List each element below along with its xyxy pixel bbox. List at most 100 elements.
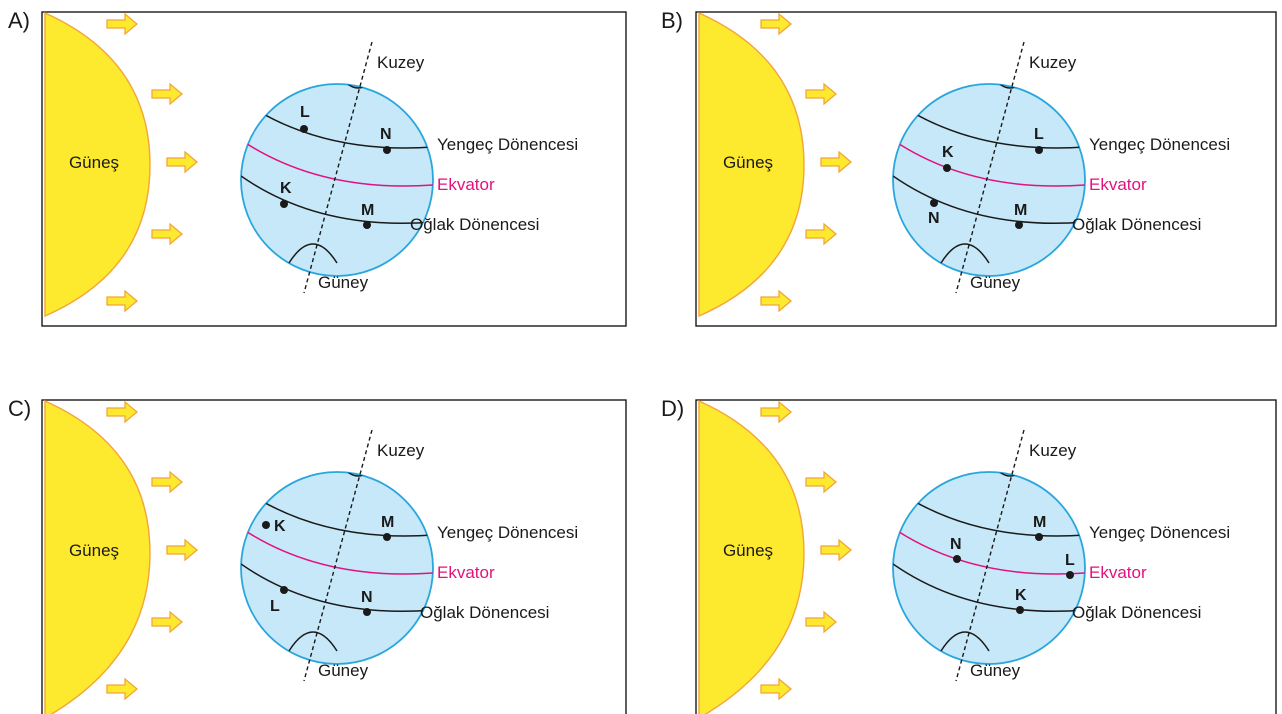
- sun-rays: [760, 12, 853, 313]
- arctic-circle: [986, 472, 1034, 477]
- svg-text:N: N: [380, 126, 392, 143]
- cancer-label: Yengeç Dönencesi: [1089, 135, 1230, 154]
- arctic-circle: [334, 84, 382, 89]
- point-l: L: [300, 104, 310, 133]
- earth-axis: [303, 429, 373, 682]
- svg-text:L: L: [270, 598, 280, 615]
- equator-label: Ekvator: [1089, 563, 1147, 582]
- panel-frame: [695, 11, 1277, 327]
- north-label: Kuzey: [377, 53, 425, 72]
- earth-axis: [955, 41, 1025, 294]
- sun-shape: [44, 399, 151, 714]
- north-label: Kuzey: [377, 441, 425, 460]
- option-label: A): [8, 8, 30, 33]
- option-panel-c: C) Güneş Kuzey Güney Yengeç Dönencesi Ek…: [0, 388, 640, 714]
- capricorn-label: Oğlak Dönencesi: [1072, 215, 1201, 234]
- capricorn-label: Oğlak Dönencesi: [420, 603, 549, 622]
- earth-axis: [955, 429, 1025, 682]
- point-m: M: [1014, 202, 1027, 229]
- sun-label: Güneş: [723, 153, 773, 172]
- arctic-circle: [986, 84, 1034, 89]
- tropic-of-capricorn: [241, 563, 433, 613]
- svg-text:K: K: [274, 518, 286, 535]
- point-k: K: [262, 518, 286, 535]
- sun-label: Güneş: [723, 541, 773, 560]
- equator: [893, 527, 1085, 575]
- tropic-of-capricorn: [241, 175, 433, 225]
- cancer-label: Yengeç Dönencesi: [437, 135, 578, 154]
- sun-shape: [44, 11, 151, 318]
- earth-sun-diagram: Güneş Kuzey Güney Yengeç Dönencesi Ekvat…: [695, 11, 1277, 327]
- point-k: K: [942, 144, 954, 172]
- option-label: B): [661, 8, 683, 33]
- south-label: Güney: [318, 273, 369, 292]
- equator: [241, 139, 433, 187]
- antarctic-circle: [940, 631, 990, 652]
- panel-frame: [41, 11, 627, 327]
- equator: [893, 139, 1085, 187]
- point-k: K: [280, 180, 292, 208]
- option-panel-a: A) Güneş Kuzey Güney Yengeç Dönencesi Ek…: [0, 0, 640, 330]
- earth-sun-diagram: Güneş Kuzey Güney Yengeç Dönencesi Ekvat…: [41, 399, 627, 714]
- equator: [241, 527, 433, 575]
- earth-sun-diagram: Güneş Kuzey Güney Yengeç Dönencesi Ekvat…: [41, 11, 627, 327]
- panel-frame: [41, 399, 627, 714]
- svg-text:K: K: [942, 144, 954, 161]
- equator-label: Ekvator: [437, 563, 495, 582]
- tropic-of-capricorn: [893, 175, 1085, 225]
- sun-rays: [106, 400, 199, 701]
- antarctic-circle: [940, 243, 990, 264]
- svg-text:N: N: [950, 536, 962, 553]
- svg-text:M: M: [1014, 202, 1027, 219]
- cancer-label: Yengeç Dönencesi: [1089, 523, 1230, 542]
- sun-label: Güneş: [69, 541, 119, 560]
- point-k: K: [1015, 587, 1027, 614]
- panel-frame: [695, 399, 1277, 714]
- point-m: M: [381, 514, 394, 541]
- svg-text:L: L: [300, 104, 310, 121]
- sun-shape: [698, 399, 805, 714]
- north-label: Kuzey: [1029, 441, 1077, 460]
- svg-text:N: N: [928, 210, 940, 227]
- option-panel-b: B) Güneş Kuzey Güney Yengeç Dönencesi Ek…: [652, 0, 1282, 330]
- point-n: N: [950, 536, 962, 563]
- point-m: M: [1033, 514, 1046, 541]
- point-l: L: [1065, 552, 1075, 579]
- svg-text:K: K: [280, 180, 292, 197]
- option-label: C): [8, 396, 32, 421]
- point-l: L: [270, 586, 288, 615]
- option-panel-d: D) Güneş Kuzey Güney Yengeç Dönencesi Ek…: [652, 388, 1282, 714]
- svg-text:M: M: [1033, 514, 1046, 531]
- south-label: Güney: [318, 661, 369, 680]
- sun-rays: [760, 400, 853, 701]
- point-n: N: [928, 199, 940, 227]
- antarctic-circle: [288, 243, 338, 264]
- svg-text:M: M: [361, 202, 374, 219]
- svg-text:K: K: [1015, 587, 1027, 604]
- arctic-circle: [334, 472, 382, 477]
- svg-text:M: M: [381, 514, 394, 531]
- earth-sun-diagram: Güneş Kuzey Güney Yengeç Dönencesi Ekvat…: [695, 399, 1277, 714]
- antarctic-circle: [288, 631, 338, 652]
- capricorn-label: Oğlak Dönencesi: [1072, 603, 1201, 622]
- point-n: N: [361, 589, 373, 616]
- south-label: Güney: [970, 661, 1021, 680]
- sun-shape: [698, 11, 805, 318]
- svg-text:L: L: [1034, 126, 1044, 143]
- point-l: L: [1034, 126, 1044, 154]
- south-label: Güney: [970, 273, 1021, 292]
- equator-label: Ekvator: [1089, 175, 1147, 194]
- point-m: M: [361, 202, 374, 229]
- sun-rays: [106, 12, 199, 313]
- capricorn-label: Oğlak Dönencesi: [410, 215, 539, 234]
- svg-text:N: N: [361, 589, 373, 606]
- cancer-label: Yengeç Dönencesi: [437, 523, 578, 542]
- sun-label: Güneş: [69, 153, 119, 172]
- tropic-of-capricorn: [893, 563, 1085, 613]
- earth-axis: [303, 41, 373, 294]
- point-n: N: [380, 126, 392, 154]
- north-label: Kuzey: [1029, 53, 1077, 72]
- option-label: D): [661, 396, 685, 421]
- svg-text:L: L: [1065, 552, 1075, 569]
- equator-label: Ekvator: [437, 175, 495, 194]
